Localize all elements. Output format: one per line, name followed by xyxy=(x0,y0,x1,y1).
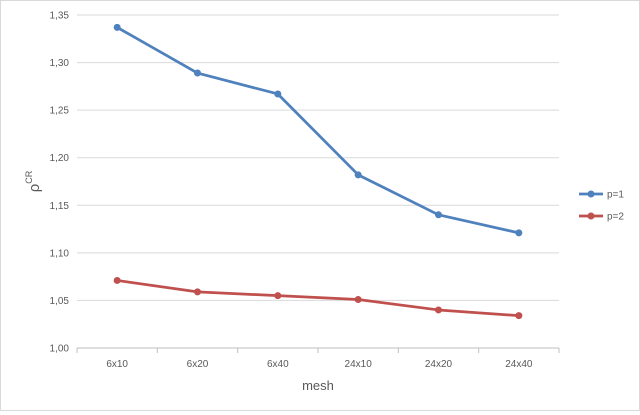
data-point xyxy=(354,171,362,179)
x-axis: 6x10 6x20 6x40 24x10 24x20 24x40 xyxy=(76,347,560,370)
y-tick-label: 1,25 xyxy=(50,106,70,117)
series-group xyxy=(113,23,523,320)
data-point xyxy=(274,292,282,300)
x-tick-label: 6x20 xyxy=(187,359,209,370)
y-tick-label: 1,35 xyxy=(50,11,70,22)
legend-item: p=1 xyxy=(579,190,624,201)
data-point xyxy=(515,229,523,237)
y-tick-label: 1,10 xyxy=(50,248,70,259)
y-axis-title-superscript: CR xyxy=(24,170,34,183)
data-point xyxy=(354,295,362,303)
y-tick-label: 1,20 xyxy=(50,153,70,164)
data-point xyxy=(194,288,201,296)
series-2 xyxy=(113,276,523,320)
y-tick-label: 1,05 xyxy=(50,296,70,307)
data-point xyxy=(274,90,282,98)
data-point xyxy=(113,276,121,284)
legend-item: p=2 xyxy=(579,212,624,223)
x-tick-label: 6x40 xyxy=(267,359,289,370)
series-line xyxy=(116,279,519,318)
series-1 xyxy=(113,23,523,237)
gridlines xyxy=(77,14,559,301)
y-axis-title-main: ρ xyxy=(26,184,43,193)
x-tick-label: 6x10 xyxy=(106,359,128,370)
x-tick-label: 24x10 xyxy=(345,359,373,370)
legend-marker xyxy=(587,190,595,198)
y-tick-label: 1,00 xyxy=(50,344,70,355)
data-point xyxy=(194,69,201,77)
data-point xyxy=(515,312,523,320)
legend-label: p=2 xyxy=(607,212,624,223)
series-line xyxy=(116,26,520,235)
y-tick-label: 1,15 xyxy=(50,201,70,212)
legend: p=1 p=2 xyxy=(579,190,624,223)
x-tick-label: 24x40 xyxy=(505,359,533,370)
y-tick-label: 1,30 xyxy=(50,58,70,69)
x-axis-title: mesh xyxy=(302,378,334,393)
x-tick-label: 24x20 xyxy=(425,359,453,370)
data-point xyxy=(435,306,442,314)
data-point xyxy=(113,23,121,31)
legend-label: p=1 xyxy=(607,190,624,201)
legend-marker xyxy=(587,212,595,220)
y-axis-title: ρCR xyxy=(24,170,43,192)
data-point xyxy=(435,211,442,219)
y-axis-ticks: 1,00 1,05 1,10 1,15 1,20 1,25 1,30 1,35 xyxy=(50,11,70,355)
